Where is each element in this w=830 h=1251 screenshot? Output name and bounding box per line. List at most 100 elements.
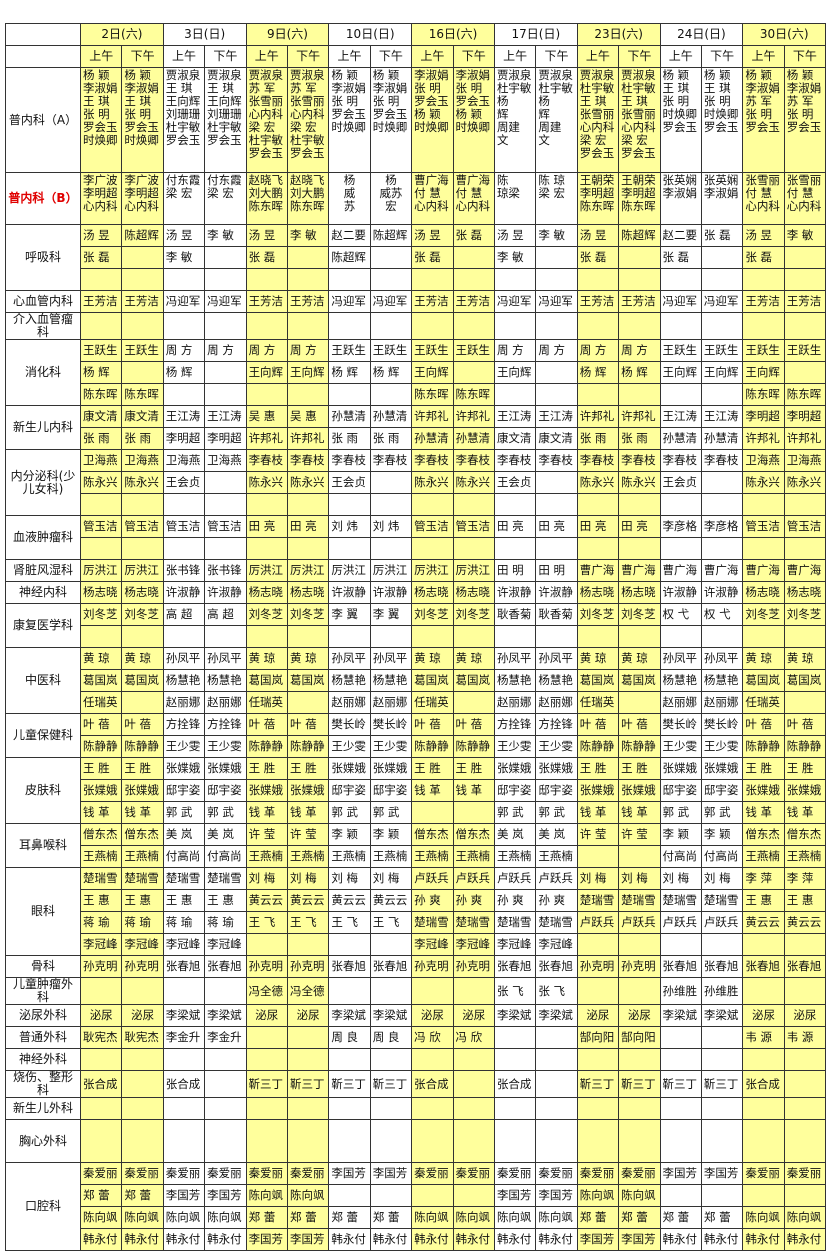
duty-cell: 王燕楠 [79, 845, 123, 868]
duty-cell [700, 1184, 744, 1207]
duty-cell: 张媟娥 [576, 779, 620, 802]
duty-cell [700, 1026, 744, 1049]
duty-cell: 曹广海 [576, 559, 620, 582]
schedule-row: 郑 蕾郑 蕾李国芳 李国芳 陈向飒 陈向飒 李国芳 李国芳 陈向飒 陈向飒 [6, 1184, 827, 1207]
duty-cell: 李梁斌 [369, 1004, 413, 1027]
duty-cell: 钱 革 [286, 801, 330, 824]
duty-cell: 陈静静 [742, 735, 785, 758]
schedule-row: 李冠峰 李冠峰 李冠峰 李冠峰 李冠峰 李冠峰 李冠峰 李冠峰 [6, 933, 827, 956]
duty-cell: 任瑞英 [742, 691, 785, 714]
duty-cell: 泌尿 [618, 1004, 661, 1027]
duty-cell [286, 1048, 330, 1071]
duty-cell: 刘冬芝 [79, 603, 123, 626]
duty-cell: 刘冬芝 [576, 603, 620, 626]
duty-cell [618, 246, 661, 269]
duty-cell: 冯 欣 [411, 1026, 454, 1049]
schedule-row: 王燕楠 王燕楠 付高尚 付高尚 王燕楠 王燕楠 王燕楠 王燕楠 王燕楠 王燕楠 王燕楠 王燕楠 付高尚付… [6, 845, 827, 868]
duty-cell: 王 胜 [411, 757, 454, 780]
duty-cell [452, 1119, 495, 1163]
duty-cell: 邸宇姿 [162, 779, 206, 802]
duty-cell: 叶 蓓 [618, 713, 661, 736]
duty-cell: 王燕楠 [286, 845, 330, 868]
duty-cell: 方拴锋 [493, 713, 537, 736]
duty-cell: 泌尿 [742, 1004, 785, 1027]
duty-cell: 冯 欣 [452, 1026, 495, 1049]
duty-cell: 黄云云 [245, 889, 288, 912]
duty-cell: 孙慧清 [452, 427, 495, 450]
duty-cell: 杨 颖 李淑娟 张 明 罗会玉 时焕卿 [369, 67, 413, 173]
duty-cell: 孙克明 [245, 955, 288, 978]
duty-cell [162, 977, 206, 1005]
duty-cell: 美 岚 [162, 823, 206, 846]
duty-cell: 贾淑泉 王 琪 王向辉 刘珊珊 杜宇敏 罗会玉 [162, 67, 206, 173]
duty-cell: 泌尿 [121, 1004, 164, 1027]
duty-cell [245, 933, 288, 956]
duty-cell [245, 1097, 288, 1120]
duty-cell: 樊长岭 [328, 713, 371, 736]
duty-cell: 王会贞 [162, 471, 206, 494]
schedule-row: 新生儿外科 [5, 1097, 827, 1120]
duty-cell: 孙凤平 [162, 647, 206, 670]
duty-cell: 韩永付 [369, 1228, 413, 1251]
duty-cell [742, 977, 785, 1005]
duty-cell: 汤 昱 [245, 224, 288, 247]
duty-cell: 孙克明 [452, 955, 495, 978]
duty-cell [535, 625, 578, 648]
duty-cell: 张媟娥 [618, 779, 661, 802]
duty-cell: 葛国岚 [121, 669, 164, 692]
duty-cell: 李彦格 [700, 515, 744, 538]
duty-cell: 孙慧清 [328, 405, 371, 428]
department-label: 皮肤科 [5, 757, 81, 824]
duty-cell: 李国芳 [618, 1228, 661, 1251]
duty-cell: 郭 武 [535, 801, 578, 824]
duty-cell: 李淑娟 张 明 罗会玉 杨 颖 时焕卿 [411, 67, 454, 173]
duty-cell [535, 1026, 578, 1049]
duty-cell: 邸宇姿 [204, 779, 247, 802]
schedule-row [6, 625, 827, 648]
department-label: 心血管内科 [5, 290, 81, 313]
duty-cell [286, 268, 330, 291]
duty-cell [618, 625, 661, 648]
duty-cell: 秦爱丽 [79, 1162, 123, 1185]
department-label: 中医科 [5, 647, 81, 714]
duty-cell [783, 312, 827, 340]
duty-cell: 刘冬芝 [286, 603, 330, 626]
duty-cell: 泌尿 [79, 1004, 123, 1027]
duty-cell [204, 493, 247, 516]
duty-cell [79, 537, 123, 560]
duty-cell [783, 1119, 827, 1163]
duty-cell: 田 亮 [493, 515, 537, 538]
duty-cell: 杨 颖 王 琪 张 明 时焕卿 罗会玉 [659, 67, 702, 173]
duty-cell [204, 1070, 247, 1098]
duty-cell: 王 胜 [121, 757, 164, 780]
duty-cell: 赵丽娜 [162, 691, 206, 714]
duty-cell [79, 1119, 123, 1163]
duty-cell: 刘冬芝 [618, 603, 661, 626]
duty-cell: 李 敏 [162, 246, 206, 269]
duty-cell: 李春枝 [411, 449, 454, 472]
duty-cell: 陈向飒 [286, 1184, 330, 1207]
duty-cell: 王 飞 [245, 911, 288, 934]
duty-cell [576, 845, 620, 868]
duty-cell: 叶 蓓 [245, 713, 288, 736]
schedule-row: 普通外科 耿宪杰 耿宪杰 李金升 李金升周 良周 良冯 欣冯 欣郜向阳 郜向阳韦 源韦 源 [5, 1026, 827, 1049]
duty-cell: 泌尿 [452, 1004, 495, 1027]
duty-cell: 黄 琼 [121, 647, 164, 670]
duty-cell [328, 625, 371, 648]
duty-cell: 张 飞 [535, 977, 578, 1005]
duty-cell: 张媟娥 [783, 779, 827, 802]
duty-cell: 李明超 [204, 427, 247, 450]
duty-cell: 张春旭 [659, 955, 702, 978]
duty-cell: 汤 昱 [493, 224, 537, 247]
schedule-row: 任瑞英 赵丽娜 赵丽娜 任瑞英 赵丽娜 赵丽娜 任瑞英 赵丽娜 赵丽娜 任瑞英 赵丽娜 赵丽娜 任瑞英 [6, 691, 827, 714]
duty-cell: 韩永付 [493, 1228, 537, 1251]
duty-cell: 杨志晓 [245, 581, 288, 604]
duty-cell: 卢跃兵 [618, 911, 661, 934]
duty-cell: 王少雯 [369, 735, 413, 758]
duty-cell: 赵丽娜 [659, 691, 702, 714]
duty-cell [618, 845, 661, 868]
duty-cell: 郜向阳 [618, 1026, 661, 1049]
duty-cell: 管玉洁 [204, 515, 247, 538]
duty-cell [576, 493, 620, 516]
duty-cell [742, 493, 785, 516]
